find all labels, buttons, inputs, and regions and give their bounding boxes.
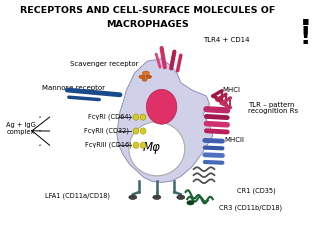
Text: CR3 (CD11b/CD18): CR3 (CD11b/CD18) <box>219 204 282 211</box>
Ellipse shape <box>133 128 139 134</box>
Text: FcγRIII (CD16): FcγRIII (CD16) <box>85 142 132 149</box>
Ellipse shape <box>142 71 149 75</box>
Ellipse shape <box>177 195 185 199</box>
Text: RECEPTORS AND CELL-SURFACE MOLECULES OF: RECEPTORS AND CELL-SURFACE MOLECULES OF <box>20 6 275 15</box>
Text: LFA1 (CD11a/CD18): LFA1 (CD11a/CD18) <box>45 192 110 199</box>
Ellipse shape <box>139 75 145 79</box>
Polygon shape <box>117 59 213 182</box>
Ellipse shape <box>146 75 152 78</box>
Text: MACROPHAGES: MACROPHAGES <box>106 20 188 29</box>
Ellipse shape <box>147 89 177 124</box>
Ellipse shape <box>187 201 194 205</box>
Text: FcγRII (CD32): FcγRII (CD32) <box>84 127 129 134</box>
Ellipse shape <box>133 142 139 148</box>
Text: Mφ: Mφ <box>143 141 161 154</box>
Text: TLR – pattern
recognition Rs: TLR – pattern recognition Rs <box>248 102 298 114</box>
Text: Ag + IgG
complex: Ag + IgG complex <box>6 122 36 135</box>
Text: Mannose receptor: Mannose receptor <box>42 85 105 90</box>
Ellipse shape <box>140 142 146 148</box>
Text: CR1 (CD35): CR1 (CD35) <box>237 187 276 194</box>
Text: Scavenger receptor: Scavenger receptor <box>70 60 139 66</box>
Text: MHCII: MHCII <box>224 137 244 144</box>
Ellipse shape <box>129 195 137 199</box>
Text: ·: · <box>300 10 311 39</box>
Text: !: ! <box>300 25 311 49</box>
Ellipse shape <box>153 195 161 199</box>
Ellipse shape <box>140 128 146 134</box>
Ellipse shape <box>129 122 185 176</box>
Text: MHCI: MHCI <box>222 87 240 93</box>
Ellipse shape <box>133 114 139 120</box>
Ellipse shape <box>142 78 147 81</box>
Text: TLR4 + CD14: TLR4 + CD14 <box>203 37 250 43</box>
Text: FcγRI (CD64): FcγRI (CD64) <box>88 113 131 120</box>
Ellipse shape <box>140 114 146 120</box>
